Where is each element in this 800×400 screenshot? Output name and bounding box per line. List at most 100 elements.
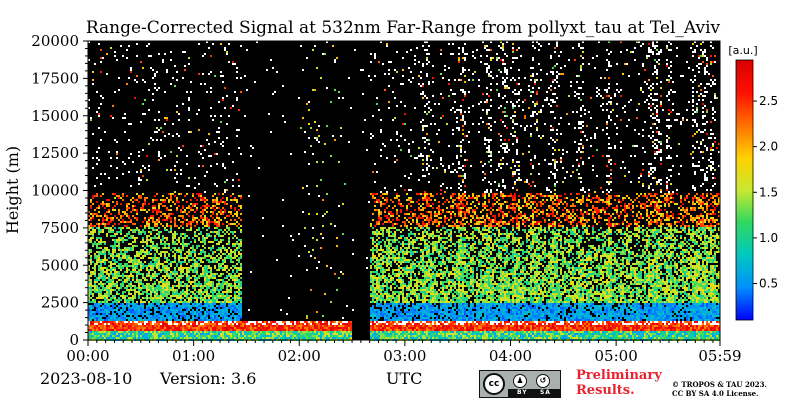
- heat-cell: [344, 331, 346, 333]
- heat-cell: [204, 295, 206, 297]
- heat-cell: [166, 291, 168, 293]
- heat-cell: [136, 263, 138, 265]
- heat-cell: [370, 133, 372, 135]
- heat-cell: [378, 297, 380, 299]
- heat-cell: [318, 323, 320, 325]
- heat-cell: [184, 331, 186, 333]
- heat-cell: [170, 327, 172, 329]
- heat-cell: [282, 335, 284, 337]
- heat-cell: [172, 299, 174, 301]
- heat-cell: [276, 323, 278, 325]
- heat-cell: [172, 309, 174, 311]
- heat-cell: [112, 283, 114, 285]
- heat-cell: [114, 209, 116, 211]
- heat-cell: [174, 165, 176, 167]
- heat-cell: [168, 193, 170, 195]
- heat-cell: [194, 265, 196, 267]
- heat-cell: [104, 271, 106, 273]
- heat-cell: [220, 235, 222, 237]
- heat-cell: [348, 323, 350, 325]
- heat-cell: [378, 253, 380, 255]
- heat-cell: [224, 307, 226, 309]
- heat-cell: [382, 223, 384, 225]
- heat-cell: [160, 287, 162, 289]
- heat-cell: [174, 241, 176, 243]
- heat-cell: [194, 327, 196, 329]
- heat-cell: [126, 205, 128, 207]
- heat-cell: [172, 213, 174, 215]
- heat-cell: [148, 231, 150, 233]
- heat-cell: [200, 307, 202, 309]
- heat-cell: [166, 265, 168, 267]
- heat-cell: [200, 321, 202, 323]
- heat-cell: [98, 303, 100, 305]
- heat-cell: [184, 335, 186, 337]
- heat-cell: [90, 205, 92, 207]
- heat-cell: [192, 265, 194, 267]
- heat-cell: [204, 205, 206, 207]
- heat-cell: [370, 295, 372, 297]
- heat-cell: [310, 337, 312, 339]
- heat-cell: [172, 307, 174, 309]
- heat-cell: [152, 93, 154, 95]
- heat-cell: [152, 305, 154, 307]
- heat-cell: [156, 331, 158, 333]
- heat-cell: [312, 49, 314, 51]
- heat-cell: [102, 249, 104, 251]
- heat-cell: [184, 273, 186, 275]
- heat-cell: [180, 281, 182, 283]
- heat-cell: [234, 317, 236, 319]
- heat-cell: [234, 331, 236, 333]
- heat-cell: [138, 317, 140, 319]
- heat-cell: [232, 261, 234, 263]
- heat-cell: [216, 197, 218, 199]
- heat-cell: [144, 251, 146, 253]
- heat-cell: [144, 203, 146, 205]
- heat-cell: [88, 265, 90, 267]
- heat-cell: [234, 249, 236, 251]
- heat-cell: [156, 273, 158, 275]
- heat-cell: [110, 219, 112, 221]
- heatmap-pixels: [88, 41, 720, 341]
- heat-cell: [204, 207, 206, 209]
- heat-cell: [236, 285, 238, 287]
- heat-cell: [100, 247, 102, 249]
- heat-cell: [116, 299, 118, 301]
- heat-cell: [208, 277, 210, 279]
- heat-cell: [208, 283, 210, 285]
- heat-cell: [334, 325, 336, 327]
- heat-cell: [378, 61, 380, 63]
- heat-cell: [226, 327, 228, 329]
- heat-cell: [298, 329, 300, 331]
- heat-cell: [238, 337, 240, 339]
- heat-cell: [98, 287, 100, 289]
- heat-cell: [372, 293, 374, 295]
- heat-cell: [178, 259, 180, 261]
- heat-cell: [150, 275, 152, 277]
- heat-cell: [90, 327, 92, 329]
- heat-cell: [198, 313, 200, 315]
- heat-cell: [186, 331, 188, 333]
- heat-cell: [180, 337, 182, 339]
- heat-cell: [210, 313, 212, 315]
- heat-cell: [192, 321, 194, 323]
- heat-cell: [110, 289, 112, 291]
- heat-cell: [170, 309, 172, 311]
- heat-cell: [94, 271, 96, 273]
- heat-cell: [214, 209, 216, 211]
- heat-cell: [176, 297, 178, 299]
- heat-cell: [266, 337, 268, 339]
- heat-cell: [210, 221, 212, 223]
- heat-cell: [96, 291, 98, 293]
- heat-cell: [144, 279, 146, 281]
- heat-cell: [120, 229, 122, 231]
- heat-cell: [146, 245, 148, 247]
- heat-cell: [136, 213, 138, 215]
- heat-cell: [120, 197, 122, 199]
- heat-cell: [190, 251, 192, 253]
- heat-cell: [136, 273, 138, 275]
- heat-cell: [148, 329, 150, 331]
- heat-cell: [134, 245, 136, 247]
- heat-cell: [200, 311, 202, 313]
- heat-cell: [190, 265, 192, 267]
